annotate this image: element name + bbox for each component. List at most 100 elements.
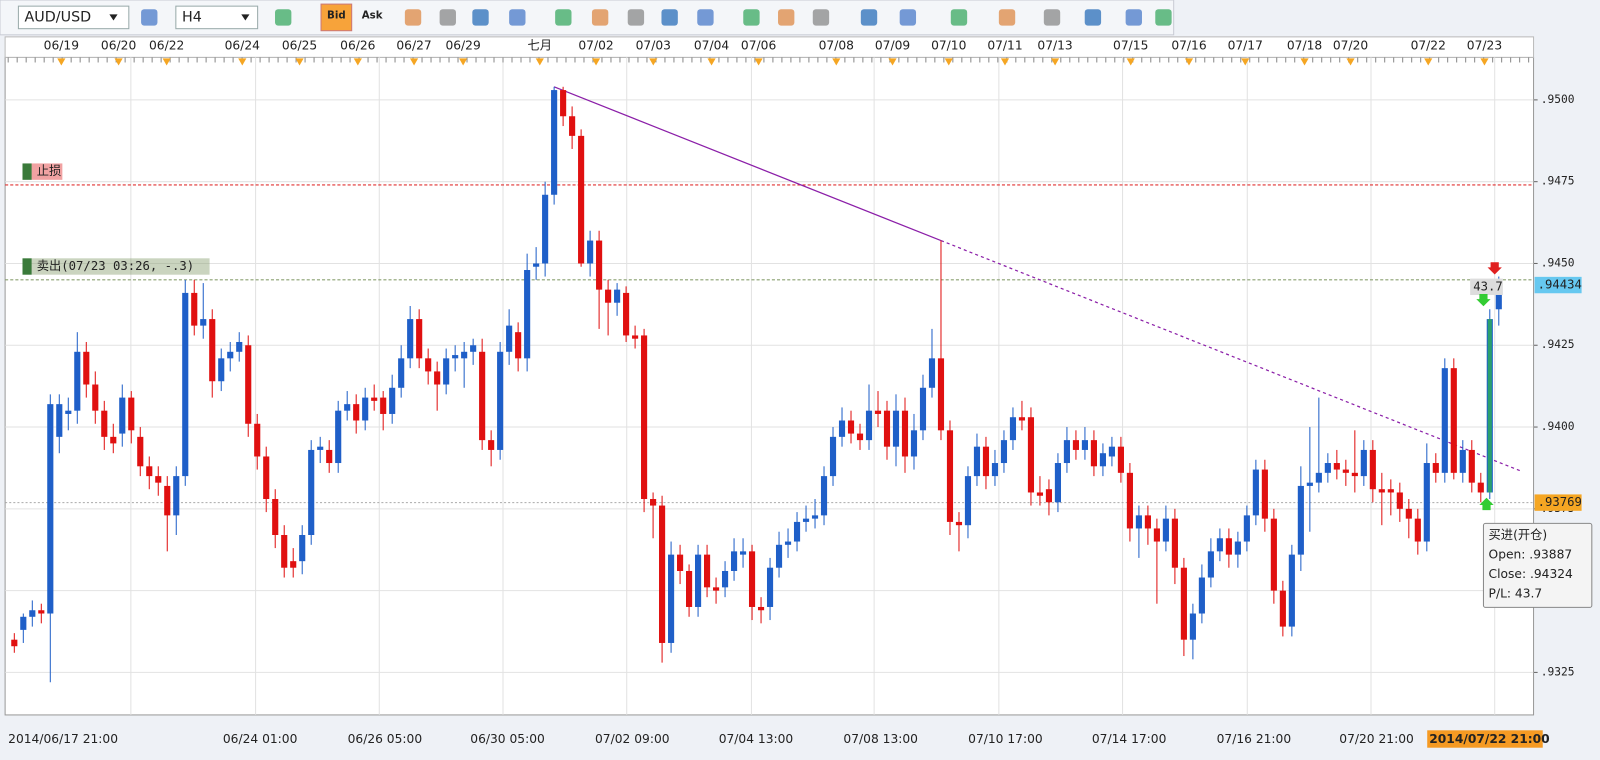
y-tick-label: .9425 (1541, 338, 1575, 351)
top-date: 07/13 (1037, 39, 1072, 53)
pl-bg (1470, 278, 1503, 295)
top-date: 07/17 (1228, 39, 1263, 53)
candle-body (578, 135, 585, 264)
candle-body (506, 325, 513, 352)
tooltip-line: P/L: 43.7 (1489, 587, 1543, 601)
candle-body (659, 505, 666, 643)
candle-body (200, 319, 207, 326)
session-marker (591, 58, 601, 66)
candle-body (1495, 286, 1502, 310)
candle-body (1261, 469, 1268, 519)
symbol: AUD/USD (25, 9, 92, 25)
session-marker (1480, 58, 1489, 66)
candle-body (434, 371, 441, 385)
session-marker (353, 58, 362, 66)
candle-body (470, 345, 477, 352)
symbol-select[interactable] (17, 5, 130, 30)
candle-body (110, 436, 117, 444)
sell-arrow (1487, 262, 1502, 275)
candle-body (1243, 515, 1250, 542)
candle-body (766, 567, 774, 607)
candle-body (1117, 446, 1124, 473)
top-date: 07/03 (636, 39, 671, 53)
candle-body (901, 410, 909, 457)
candle-body (101, 410, 108, 437)
toolbar-icons (141, 9, 1172, 26)
toolbar-icon (899, 9, 917, 26)
candle-body (254, 423, 261, 457)
candle-body (380, 397, 387, 414)
session-marker (1000, 58, 1010, 66)
candle-body (1162, 518, 1169, 542)
candle-body (802, 518, 810, 522)
candle-body (47, 404, 54, 614)
ask-label[interactable]: Ask (362, 10, 383, 21)
bottom-date: 06/26 05:00 (348, 732, 423, 746)
toolbar-icon (439, 9, 456, 26)
top-axis (4, 36, 1535, 58)
date-highlight (1427, 730, 1543, 748)
candle-body (218, 358, 225, 382)
candle-body (173, 476, 180, 516)
toolbar-icon (627, 9, 645, 26)
candle-body (1306, 482, 1313, 486)
candle-body (1153, 528, 1160, 542)
candle-body (1054, 463, 1062, 503)
candle-body (488, 440, 495, 450)
toolbar-icon (275, 9, 292, 26)
candle-body (533, 263, 540, 267)
candle-body (227, 351, 234, 359)
top-date: 06/22 (149, 39, 184, 53)
candle-body (344, 404, 351, 411)
candle-body (865, 410, 873, 441)
candle-body (587, 240, 594, 264)
session-marker (114, 58, 123, 66)
top-date: 07/09 (875, 39, 910, 53)
session-marker (1424, 58, 1433, 66)
candle-body (1423, 463, 1430, 542)
bottom-date: 07/14 17:00 (1092, 732, 1167, 746)
candle-body (820, 476, 828, 516)
tooltip-line: Open: .93887 (1489, 548, 1573, 562)
toolbar-icon (743, 9, 760, 26)
toolbar-icon (661, 9, 678, 26)
y-tick-label: .9400 (1541, 420, 1575, 433)
candle-body (137, 436, 144, 467)
buy-tag-bg (1534, 494, 1582, 511)
candle-body (128, 397, 135, 431)
candle-body (1090, 440, 1097, 467)
candle-body (910, 430, 918, 457)
candle-body (695, 554, 702, 607)
candle-body (1171, 518, 1178, 568)
top-date: 06/29 (445, 39, 480, 53)
candle-body (1468, 449, 1475, 483)
toolbar-icon (998, 9, 1016, 26)
candle-body (1360, 449, 1367, 477)
bid-button[interactable] (320, 3, 353, 32)
dropdown-arrow (109, 14, 118, 21)
top-date: 06/25 (282, 39, 317, 53)
session-marker (754, 58, 763, 66)
candle-body (883, 410, 891, 447)
candle-body (1225, 538, 1232, 555)
session-marker (162, 58, 171, 66)
plot-area (4, 56, 1535, 716)
candle-body (443, 358, 450, 385)
candle-body (757, 606, 765, 611)
candle-body (11, 639, 18, 647)
candle-body (1270, 518, 1277, 591)
candle-body (371, 397, 378, 401)
top-date: 07/18 (1287, 39, 1322, 53)
candle-body (829, 436, 837, 477)
candle-body (119, 397, 126, 434)
tooltip (1482, 522, 1593, 608)
candle-body (775, 544, 783, 568)
timeframe-select[interactable] (175, 5, 259, 30)
candle-body (1441, 368, 1448, 473)
toolbar-icon (1155, 9, 1172, 26)
candle-body (605, 289, 612, 303)
candle-body (1018, 417, 1026, 421)
candle-body (1009, 417, 1017, 441)
candle-body (937, 358, 945, 431)
